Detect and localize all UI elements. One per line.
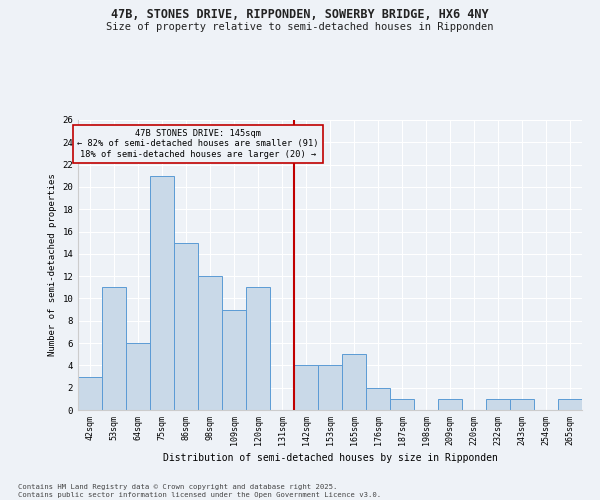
Bar [510, 399, 534, 410]
Text: 47B STONES DRIVE: 145sqm
← 82% of semi-detached houses are smaller (91)
18% of s: 47B STONES DRIVE: 145sqm ← 82% of semi-d… [77, 129, 319, 158]
Bar [126, 343, 150, 410]
Bar [150, 176, 174, 410]
Bar [222, 310, 246, 410]
Bar [366, 388, 390, 410]
Bar [198, 276, 222, 410]
Bar [558, 399, 582, 410]
X-axis label: Distribution of semi-detached houses by size in Ripponden: Distribution of semi-detached houses by … [163, 453, 497, 463]
Bar [102, 288, 126, 410]
Bar [294, 366, 318, 410]
Text: Size of property relative to semi-detached houses in Ripponden: Size of property relative to semi-detach… [106, 22, 494, 32]
Bar [78, 376, 102, 410]
Bar [318, 366, 342, 410]
Bar [342, 354, 366, 410]
Text: Contains HM Land Registry data © Crown copyright and database right 2025.
Contai: Contains HM Land Registry data © Crown c… [18, 484, 381, 498]
Bar [390, 399, 414, 410]
Bar [438, 399, 462, 410]
Bar [486, 399, 510, 410]
Bar [246, 288, 270, 410]
Text: 47B, STONES DRIVE, RIPPONDEN, SOWERBY BRIDGE, HX6 4NY: 47B, STONES DRIVE, RIPPONDEN, SOWERBY BR… [111, 8, 489, 20]
Bar [174, 242, 198, 410]
Y-axis label: Number of semi-detached properties: Number of semi-detached properties [48, 174, 57, 356]
